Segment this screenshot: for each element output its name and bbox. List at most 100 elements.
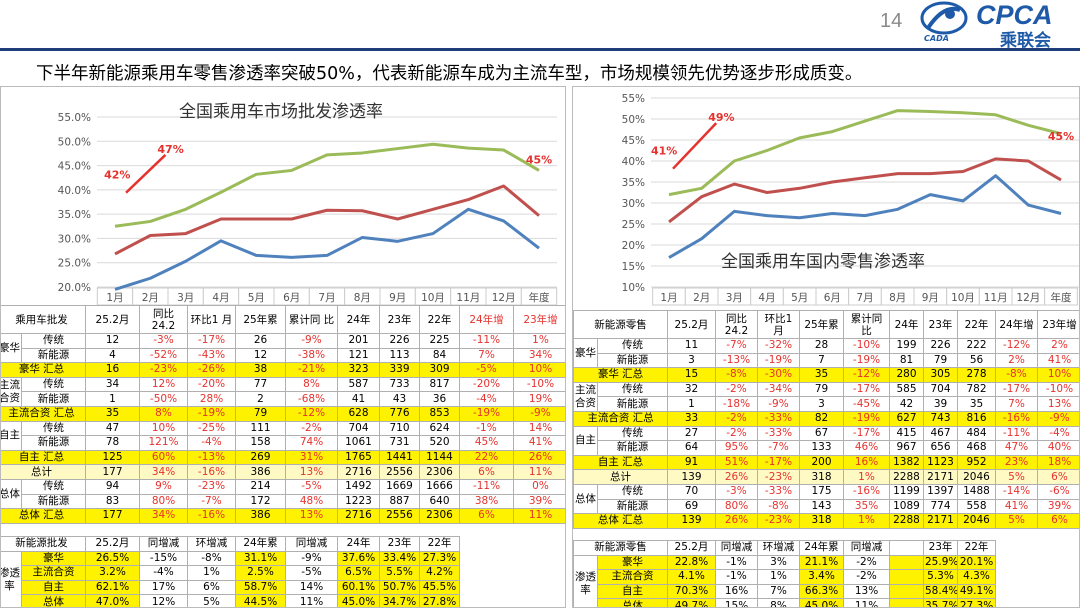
table-cell: -13% <box>715 352 758 369</box>
y-tick-label: 30% <box>622 198 645 210</box>
table-cell: 32 <box>667 381 716 398</box>
pen-cell: 3% <box>757 554 800 571</box>
column-header: 累计同 比 <box>843 310 890 339</box>
table-cell: 733 <box>379 376 420 393</box>
x-tick-label: 8月 <box>889 292 906 304</box>
table-cell: 16 <box>85 362 140 378</box>
table-row: 新能源 1 -50% 28% 2 -68% 41 43 36 -4% 19% <box>1 391 565 407</box>
table-cell: 7% <box>459 347 514 364</box>
column-header: 25.2月 <box>85 305 140 334</box>
table-cell: 91 <box>667 454 716 471</box>
table-cell: 79 <box>923 352 958 369</box>
table-row: 总体 传统 94 9% -23% 214 -5% 1492 1669 1666 -11% 0% <box>1 478 565 510</box>
table-cell: 35 <box>957 396 996 412</box>
x-tick-label: 5月 <box>791 292 808 304</box>
sub-label: 传统 <box>21 376 86 393</box>
pen-header-row: 新能源零售 25.2月 同增减 环增减 24年累 同增减 23年 22年 <box>573 540 996 556</box>
table-cell: 816 <box>957 410 996 427</box>
table-cell: 139 <box>667 469 716 485</box>
table-row: 新能源 83 80% -7% 172 48% 1223 887 640 38% 39% <box>1 493 565 510</box>
table-cell: -52% <box>139 347 188 364</box>
table-row: 主流合资 传统 34 12% -20% 77 8% 587 733 817 -20% -10% <box>1 376 565 407</box>
table-cell: 269 <box>235 449 286 466</box>
pen-cell: -2% <box>843 554 890 571</box>
table-cell: 226 <box>379 333 420 349</box>
table-cell: 3 <box>667 352 716 369</box>
table-cell: 2046 <box>957 513 996 529</box>
table-cell: 11 <box>667 338 716 354</box>
x-tick-label: 年度 <box>1051 291 1073 304</box>
group-label: 自主 <box>1 420 22 451</box>
table-cell: -19% <box>843 352 890 369</box>
x-tick-label: 6月 <box>283 292 300 304</box>
x-tick-label: 年度 <box>529 291 550 304</box>
table-cell: 12 <box>85 333 140 349</box>
table-row: 总计 139 26% -23% 318 1% 2288 2171 2046 5% 6% <box>573 469 1079 485</box>
table-cell: 13% <box>285 508 338 524</box>
table-cell: 656 <box>923 440 958 456</box>
table-row: 主流合资 汇总 33 -2% -33% 82 -19% 627 743 816 -16% -9% <box>573 410 1079 427</box>
pen-cell: 50.7% <box>379 579 420 596</box>
pen-sub-label: 自主 <box>21 579 86 596</box>
pen-cell: 31.1% <box>235 550 286 567</box>
row-label: 主流合资 汇总 <box>573 410 668 427</box>
pen-column-header: 同增减 <box>139 536 188 552</box>
table-cell: -9% <box>757 396 800 412</box>
sub-label: 传统 <box>597 381 668 398</box>
table-cell: 79 <box>235 405 286 422</box>
pen-cell: 45.5% <box>419 579 460 596</box>
table-cell: 520 <box>419 435 460 451</box>
table-cell: 74% <box>285 435 338 451</box>
pen-row: 总体 49.7% 15% 8% 45.0% 11% 35.7% 27.3% <box>574 598 996 607</box>
group-label: 豪华 <box>1 332 22 364</box>
table-cell: 782 <box>957 381 996 398</box>
row-label: 总计 <box>573 469 668 485</box>
x-tick-label: 3月 <box>726 292 743 304</box>
table-cell: 467 <box>923 425 958 442</box>
chart-title: 全国乘用车市场批发渗透率 <box>179 102 383 122</box>
retail-penetration-table: 新能源零售 25.2月 同增减 环增减 24年累 同增减 23年 22年 渗透率 豪华 22.8% -… <box>573 540 996 607</box>
table-cell: 2556 <box>379 508 420 524</box>
table-cell: 60% <box>139 449 188 466</box>
row-label: 总体 汇总 <box>573 513 668 529</box>
table-cell: 2% <box>995 352 1038 369</box>
table-cell: 1% <box>843 469 890 485</box>
table-cell: -3% <box>715 483 758 500</box>
retail-panel: 10% 15% 20% 25% 30% 35% 40% 45% 50% 55% 1月 2月 3月 4月 5月… <box>572 86 1080 608</box>
column-header: 同比 24.2 <box>715 310 758 339</box>
table-cell: -10% <box>1037 381 1079 398</box>
x-tick-label: 6月 <box>824 292 841 304</box>
table-cell: 64 <box>667 440 716 456</box>
series-line-red <box>114 184 540 256</box>
table-cell: -12% <box>285 405 338 422</box>
table-row: 新能源 4 -52% -43% 12 -38% 121 113 84 7% 34% <box>1 347 565 364</box>
sub-label: 新能源 <box>21 391 86 407</box>
pen-cell: -5% <box>285 565 338 581</box>
table-cell: 79 <box>799 381 844 398</box>
pen-cell: 58.4% <box>923 583 958 600</box>
pen-cell <box>889 598 924 607</box>
table-cell: 26% <box>715 469 758 485</box>
table-cell: 13% <box>285 464 338 480</box>
pen-cell: 27.3% <box>419 550 460 567</box>
table-cell: 1223 <box>337 493 380 510</box>
table-cell: -4% <box>459 391 514 407</box>
x-tick-label: 4月 <box>758 292 775 304</box>
table-cell: 587 <box>337 376 380 393</box>
group-label: 自主 <box>573 425 598 456</box>
wholesale-penetration-chart: 20.0% 25.0% 30.0% 35.0% 40.0% 45.0% 50.0% 55.0%… <box>58 102 558 306</box>
x-tick-label: 12月 <box>492 292 516 304</box>
column-header: 新能源零售 <box>573 310 668 339</box>
pen-cell: 70.3% <box>667 583 716 600</box>
table-cell: 776 <box>379 405 420 422</box>
row-label: 自主 汇总 <box>573 454 668 471</box>
pen-cell: 6% <box>187 579 236 596</box>
table-cell: 5% <box>995 513 1038 529</box>
table-cell: 7% <box>995 396 1038 412</box>
table-cell: -5% <box>285 478 338 495</box>
table-cell: 15 <box>667 367 716 383</box>
table-cell: -2% <box>715 381 758 398</box>
table-cell: -23% <box>139 362 188 378</box>
table-cell: 70 <box>667 483 716 500</box>
pen-sub-label: 豪华 <box>597 554 668 571</box>
